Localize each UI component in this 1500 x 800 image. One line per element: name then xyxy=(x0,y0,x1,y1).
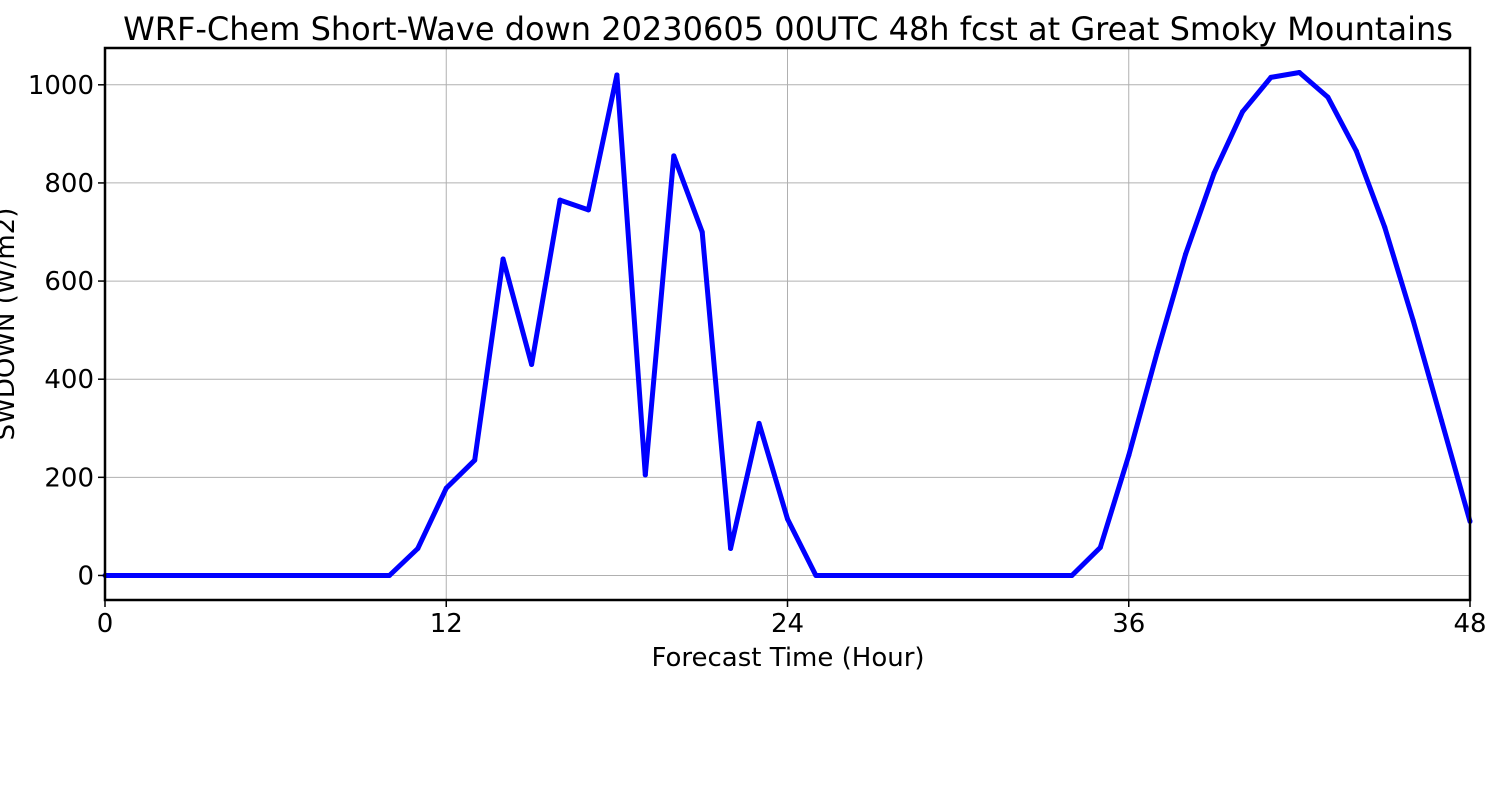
data-point xyxy=(785,516,790,522)
data-point xyxy=(699,229,705,235)
data-point xyxy=(728,546,734,551)
y-tick-label: 400 xyxy=(44,365,94,395)
x-tick-label: 36 xyxy=(1112,609,1145,639)
data-point xyxy=(1439,418,1445,424)
data-point xyxy=(1268,74,1274,80)
data-point xyxy=(642,472,648,478)
data-point xyxy=(1126,452,1132,458)
data-point xyxy=(756,420,762,426)
data-point xyxy=(1353,148,1359,154)
x-tick-label: 24 xyxy=(771,609,804,639)
data-point xyxy=(1097,545,1103,550)
data-point xyxy=(273,573,279,578)
data-point xyxy=(813,573,819,578)
data-point xyxy=(216,573,222,578)
data-point xyxy=(614,72,620,78)
x-axis-label: Forecast Time (Hour) xyxy=(651,643,924,673)
data-point xyxy=(557,197,563,203)
data-point xyxy=(585,207,591,213)
y-tick-label: 1000 xyxy=(28,71,94,101)
data-point xyxy=(984,573,990,578)
data-point xyxy=(1382,224,1388,230)
x-tick-label: 12 xyxy=(430,609,463,639)
axis-ticks: 0 12 24 36 48 0 200 400 600 800 1000 xyxy=(28,71,1487,639)
data-point xyxy=(500,256,506,262)
x-tick-label: 0 xyxy=(97,609,114,639)
data-point xyxy=(671,153,677,159)
data-point xyxy=(1040,573,1046,578)
data-point xyxy=(1410,317,1416,323)
data-point xyxy=(898,573,904,578)
data-point xyxy=(130,573,136,578)
data-point xyxy=(443,485,449,491)
chart-title: WRF-Chem Short-Wave down 20230605 00UTC … xyxy=(123,10,1453,48)
y-tick-label: 800 xyxy=(44,169,94,199)
data-point xyxy=(358,573,364,578)
data-point xyxy=(841,573,847,578)
data-point xyxy=(159,573,165,578)
y-tick-label: 200 xyxy=(44,463,94,493)
data-point xyxy=(1154,349,1160,355)
data-point xyxy=(1012,573,1018,578)
data-point xyxy=(1211,170,1217,176)
data-point xyxy=(1183,251,1189,257)
data-point xyxy=(1240,109,1245,115)
data-point xyxy=(301,573,307,578)
data-point xyxy=(415,546,421,551)
data-point xyxy=(927,573,933,578)
x-tick-label: 48 xyxy=(1453,609,1486,639)
data-point xyxy=(1296,70,1302,75)
data-point xyxy=(529,362,535,367)
data-point xyxy=(870,573,876,578)
data-point xyxy=(244,573,250,578)
data-point xyxy=(330,573,335,578)
data-point xyxy=(187,573,193,578)
data-point xyxy=(1325,94,1331,100)
data-point xyxy=(955,573,961,578)
y-tick-label: 600 xyxy=(44,267,94,297)
y-axis-label: SWDOWN (W/m2) xyxy=(0,208,21,441)
y-tick-label: 0 xyxy=(77,561,94,591)
data-point xyxy=(1069,573,1075,578)
data-point xyxy=(472,457,478,463)
data-point xyxy=(386,573,392,578)
